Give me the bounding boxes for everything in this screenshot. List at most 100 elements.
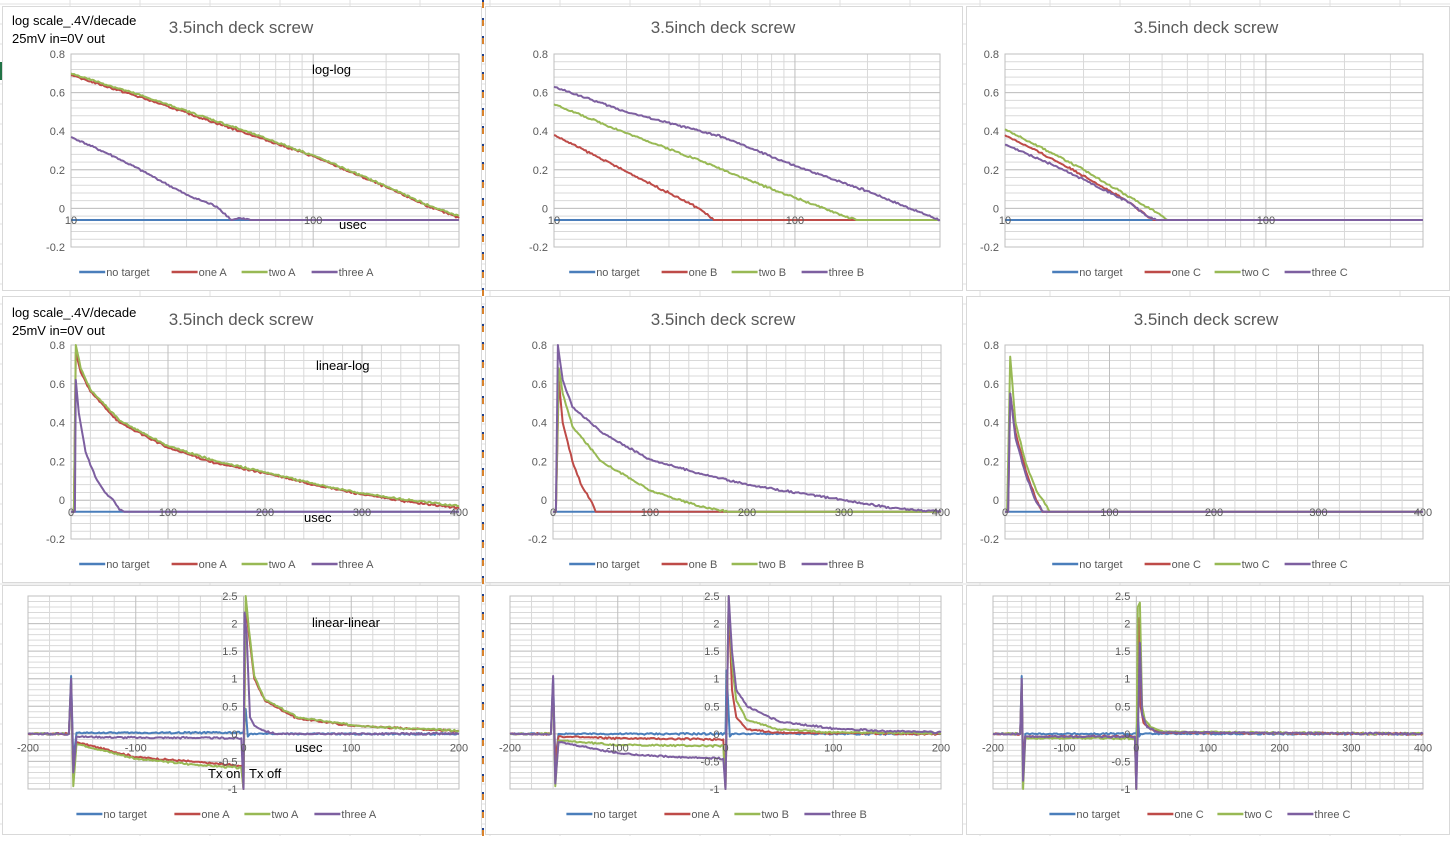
series-line-three[interactable] bbox=[553, 344, 942, 513]
chart-svg: 2.521.510.50-0.5-1-200 -100 0 100 200linear-… bbox=[17, 591, 468, 821]
legend-item[interactable]: two B bbox=[731, 559, 787, 571]
x-tick-label: 10 bbox=[999, 215, 1011, 227]
legend-item[interactable]: three B bbox=[804, 809, 867, 821]
x-tick-label: 400 bbox=[932, 507, 950, 519]
y-tick-label: 0.8 bbox=[50, 340, 65, 352]
legend-item[interactable]: two A bbox=[241, 267, 297, 279]
x-tick-label: 100 bbox=[1257, 215, 1275, 227]
y-tick-label: 0.4 bbox=[984, 418, 999, 430]
legend-label: one B bbox=[689, 559, 718, 571]
legend-item[interactable]: no target bbox=[569, 267, 640, 279]
legend-item[interactable]: three A bbox=[311, 267, 375, 279]
legend-item[interactable]: three C bbox=[1284, 559, 1348, 571]
legend: no target one C two C three C bbox=[1049, 809, 1351, 821]
x-tick-label: 400 bbox=[1414, 743, 1432, 755]
legend-item[interactable]: two C bbox=[1214, 559, 1270, 571]
legend-item[interactable]: two B bbox=[731, 267, 787, 279]
y-tick-label: -0.2 bbox=[46, 534, 65, 546]
x-tick-label: -100 bbox=[1054, 743, 1076, 755]
legend-item[interactable]: one A bbox=[664, 809, 720, 821]
legend-item[interactable]: no target bbox=[1052, 559, 1123, 571]
x-tick-label: 100 bbox=[641, 507, 659, 519]
legend-label: no target bbox=[106, 559, 149, 571]
y-tick-label: 1 bbox=[713, 674, 719, 686]
legend-label: three C bbox=[1312, 267, 1348, 279]
legend-item[interactable]: one A bbox=[171, 267, 228, 279]
gridlines bbox=[1004, 344, 1424, 540]
chart-svg: 2.521.510.50-0.5-1-200 -100 0 100 200 300 400n… bbox=[982, 591, 1432, 821]
legend-item[interactable]: no target bbox=[79, 267, 150, 279]
x-tick-label: 10 bbox=[548, 215, 560, 227]
x-tick-label: 10 bbox=[65, 215, 77, 227]
y-tick-label: 2 bbox=[713, 619, 719, 631]
series-line-two[interactable] bbox=[71, 344, 459, 513]
chart-bot-c[interactable]: 2.5 2 1.5 1 0.5 0 -0.5 -1 -200 -100 0 100 200 300 400 n… bbox=[966, 585, 1450, 835]
legend-item[interactable]: two B bbox=[734, 809, 789, 821]
y-tick-label: 0.4 bbox=[533, 126, 548, 138]
series-line-two[interactable] bbox=[70, 72, 460, 217]
legend-item[interactable]: no target bbox=[569, 559, 640, 571]
legend-item[interactable]: three A bbox=[311, 559, 375, 571]
legend-item[interactable]: three C bbox=[1284, 267, 1348, 279]
series-line-three[interactable] bbox=[509, 595, 942, 790]
chart-top-b[interactable]: 0.8 0.6 0.4 0.2 0 -0.2 10 100 3.5inch deck screw… bbox=[485, 6, 963, 291]
chart-mid-c[interactable]: 0.8 0.6 0.4 0.2 0 -0.2 0 100 200 300 400 3.5inch de… bbox=[966, 296, 1450, 583]
legend-item[interactable]: no target bbox=[76, 809, 147, 821]
legend-item[interactable]: three A bbox=[314, 809, 377, 821]
series-line-three[interactable] bbox=[70, 136, 459, 221]
legend-item[interactable]: two C bbox=[1217, 809, 1273, 821]
note-line-1: log scale_.4V/decade bbox=[12, 13, 137, 28]
y-tick-label: 2 bbox=[231, 619, 237, 631]
y-tick-label: -0.5 bbox=[219, 756, 238, 768]
series-line-three[interactable] bbox=[71, 378, 459, 513]
legend-item[interactable]: one B bbox=[661, 559, 718, 571]
legend-item[interactable]: two A bbox=[244, 809, 299, 821]
tx-off-label: Tx off bbox=[249, 766, 282, 781]
y-tick-label: 1 bbox=[231, 674, 237, 686]
series-line-three[interactable] bbox=[992, 641, 1424, 790]
legend-item[interactable]: one A bbox=[171, 559, 228, 571]
legend-item[interactable]: two A bbox=[241, 559, 297, 571]
legend-label: three C bbox=[1312, 559, 1348, 571]
chart-mid-a[interactable]: 0.8 0.6 0.4 0.2 0 -0.2 0 100 200 300 400 3.5inch de… bbox=[2, 296, 482, 583]
legend-item[interactable]: one C bbox=[1144, 267, 1201, 279]
chart-top-a[interactable]: 0.8 0.6 0.4 0.2 0 -0.2 10 100 3.5inch deck screw… bbox=[2, 6, 482, 291]
legend-item[interactable]: no target bbox=[1052, 267, 1123, 279]
legend-label: three B bbox=[831, 809, 866, 821]
y-tick-label: 0.6 bbox=[533, 88, 548, 100]
chart-mid-b[interactable]: 0.8 0.6 0.4 0.2 0 -0.2 0 100 200 300 400 3.5inch de… bbox=[485, 296, 963, 583]
legend-item[interactable]: no target bbox=[79, 559, 150, 571]
legend-item[interactable]: two C bbox=[1214, 267, 1270, 279]
gridlines bbox=[70, 53, 460, 248]
legend-label: one A bbox=[199, 267, 228, 279]
y-tick-label: 0.4 bbox=[984, 126, 999, 138]
legend-label: no target bbox=[103, 809, 146, 821]
y-tick-label: 0 bbox=[1124, 729, 1130, 741]
legend-item[interactable]: one A bbox=[174, 809, 230, 821]
series-line-three[interactable] bbox=[1005, 392, 1423, 513]
legend-item[interactable]: one C bbox=[1147, 809, 1204, 821]
legend-label: three C bbox=[1314, 809, 1350, 821]
legend-item[interactable]: no target bbox=[566, 809, 637, 821]
y-tick-label: 0.5 bbox=[704, 701, 719, 713]
legend-item[interactable]: three B bbox=[801, 559, 864, 571]
legend-label: three B bbox=[829, 559, 864, 571]
y-tick-label: 0 bbox=[993, 203, 999, 215]
legend-item[interactable]: one C bbox=[1144, 559, 1201, 571]
series-line-two[interactable] bbox=[1004, 128, 1423, 221]
y-tick-label: 0.6 bbox=[50, 379, 65, 391]
gridlines bbox=[552, 344, 942, 540]
series-line-two[interactable] bbox=[553, 367, 941, 513]
series-line-three[interactable] bbox=[1004, 143, 1423, 221]
series-line-two[interactable] bbox=[553, 103, 940, 221]
chart-top-c[interactable]: 0.8 0.6 0.4 0.2 0 -0.2 10 100 3.5inch deck screw… bbox=[966, 6, 1450, 291]
legend-item[interactable]: no target bbox=[1049, 809, 1120, 821]
legend-item[interactable]: three C bbox=[1287, 809, 1351, 821]
legend-label: two C bbox=[1242, 267, 1270, 279]
legend-item[interactable]: three B bbox=[801, 267, 864, 279]
chart-bot-b[interactable]: 2.5 2 1.5 1 0.5 0 -0.5 -1 -200 -100 0 100 200 no targ… bbox=[485, 585, 963, 835]
legend-item[interactable]: one B bbox=[661, 267, 718, 279]
series-line-three[interactable] bbox=[553, 85, 941, 222]
series-line-three[interactable] bbox=[27, 611, 460, 790]
chart-bot-a[interactable]: 2.5 2 1.5 1 0.5 0 -0.5 -1 -200 -100 0 100 200 linear-… bbox=[2, 585, 482, 835]
